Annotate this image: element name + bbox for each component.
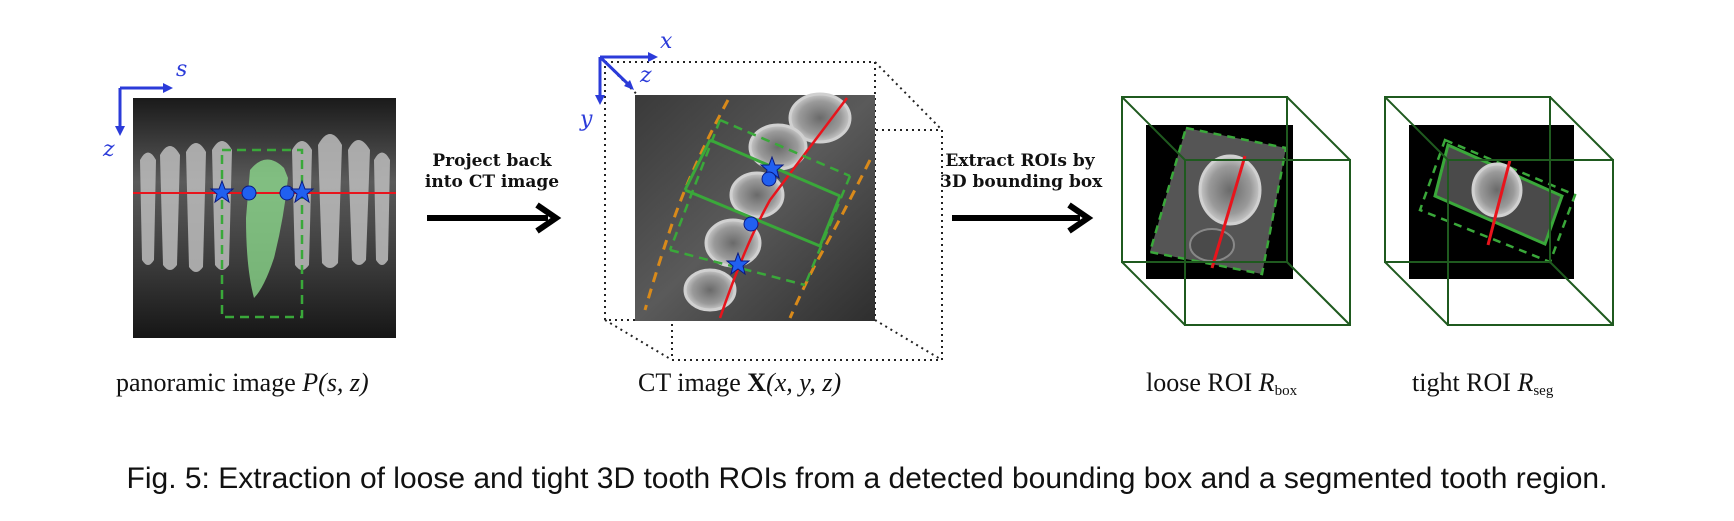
tight-roi-panel: [1384, 96, 1614, 326]
ct-label-text: CT image: [638, 368, 748, 397]
ct-z-axis-label: z: [639, 63, 652, 88]
arrow-1: [427, 202, 562, 234]
ct-image: [635, 92, 875, 321]
tight-roi-label-sub: seg: [1533, 383, 1554, 399]
ct-markers: [725, 155, 785, 276]
panoramic-label-var: P: [302, 368, 319, 397]
ct-label-var: X: [747, 368, 767, 397]
loose-roi-label-sub: box: [1274, 383, 1298, 399]
ct-label: CT image X(x, y, z): [638, 368, 841, 398]
ct-panel: x y z: [579, 29, 943, 361]
panoramic-label: panoramic image P(s, z): [116, 368, 369, 398]
step-1-line-1: Project back: [432, 151, 552, 171]
loose-roi-label-var: R: [1258, 368, 1275, 397]
loose-roi-label: loose ROI Rbox: [1146, 368, 1297, 400]
tight-roi-label: tight ROI Rseg: [1412, 368, 1553, 400]
panoramic-image: [133, 98, 396, 338]
panoramic-label-text: panoramic image: [116, 368, 303, 397]
loose-roi-label-text: loose ROI: [1146, 368, 1259, 397]
step-2-label: Extract ROIs by 3D bounding box: [940, 151, 1103, 193]
pan-s-axis-label: s: [176, 57, 187, 82]
tight-roi-label-var: R: [1517, 368, 1534, 397]
figure-caption: Fig. 5: Extraction of loose and tight 3D…: [126, 462, 1608, 495]
segmented-tooth: [246, 159, 288, 298]
panoramic-panel: s z: [102, 57, 396, 338]
loose-roi-panel: [1121, 96, 1351, 326]
panoramic-label-args: (s, z): [318, 368, 369, 397]
pan-axes: s z: [102, 57, 187, 162]
ct-y-axis-label: y: [579, 107, 593, 132]
step-1-line-2: into CT image: [424, 172, 560, 192]
step-2-line-1: Extract ROIs by: [945, 151, 1095, 171]
step-2-line-2: 3D bounding box: [940, 172, 1103, 192]
tight-roi-cube: [1384, 96, 1614, 326]
pan-markers: [209, 179, 315, 204]
ct-axes: x y z: [579, 29, 673, 132]
ct-x-axis-label: x: [660, 29, 673, 54]
arrow-2: [952, 202, 1094, 234]
tight-roi-label-text: tight ROI: [1412, 368, 1518, 397]
ct-label-args: (x, y, z): [766, 368, 842, 397]
loose-roi-cube: [1121, 96, 1351, 326]
step-1-label: Project back into CT image: [422, 151, 562, 193]
pan-z-axis-label: z: [102, 137, 115, 162]
pan-bounding-box: [220, 148, 304, 319]
